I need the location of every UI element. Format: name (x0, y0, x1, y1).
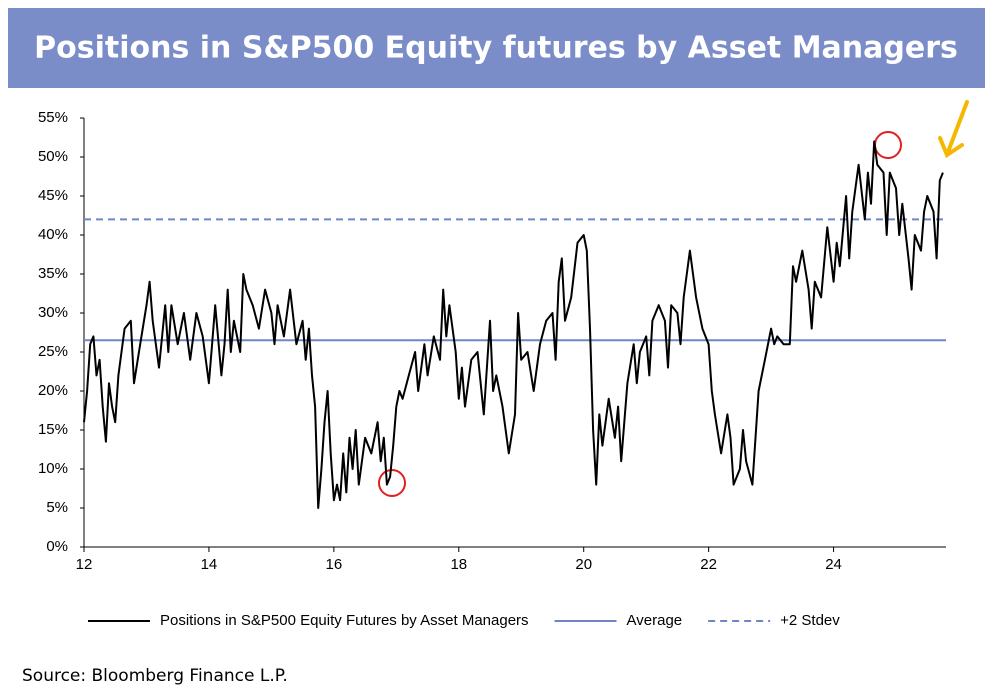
arrow (938, 100, 969, 159)
x-tick-label: 24 (825, 556, 842, 573)
x-tick-label: 20 (575, 556, 592, 573)
y-tick-label: 50% (38, 148, 68, 165)
legend-label: Positions in S&P500 Equity Futures by As… (160, 612, 529, 629)
chart-title: Positions in S&P500 Equity futures by As… (34, 31, 958, 66)
y-tick-label: 40% (38, 226, 68, 243)
y-tick-label: 20% (38, 382, 68, 399)
legend-label: Average (627, 612, 683, 629)
y-tick-label: 55% (38, 109, 68, 126)
y-tick-label: 35% (38, 265, 68, 282)
y-tick-label: 25% (38, 343, 68, 360)
source: Source: Bloomberg Finance L.P. (22, 666, 288, 686)
x-tick-label: 12 (76, 556, 93, 573)
x-tick-label: 22 (700, 556, 717, 573)
data-line (83, 140, 944, 509)
legend-label: +2 Stdev (780, 612, 840, 629)
x-tick-label: 16 (326, 556, 343, 573)
x-tick-label: 14 (201, 556, 218, 573)
highlight-circle (378, 469, 406, 497)
y-tick-label: 30% (38, 304, 68, 321)
y-tick-label: 0% (46, 538, 68, 555)
y-tick-label: 15% (38, 421, 68, 438)
y-tick-label: 10% (38, 460, 68, 477)
y-tick-label: 5% (46, 499, 68, 516)
highlight-circle (874, 131, 902, 159)
y-tick-label: 45% (38, 187, 68, 204)
title-banner (8, 8, 985, 88)
x-tick-label: 18 (450, 556, 467, 573)
